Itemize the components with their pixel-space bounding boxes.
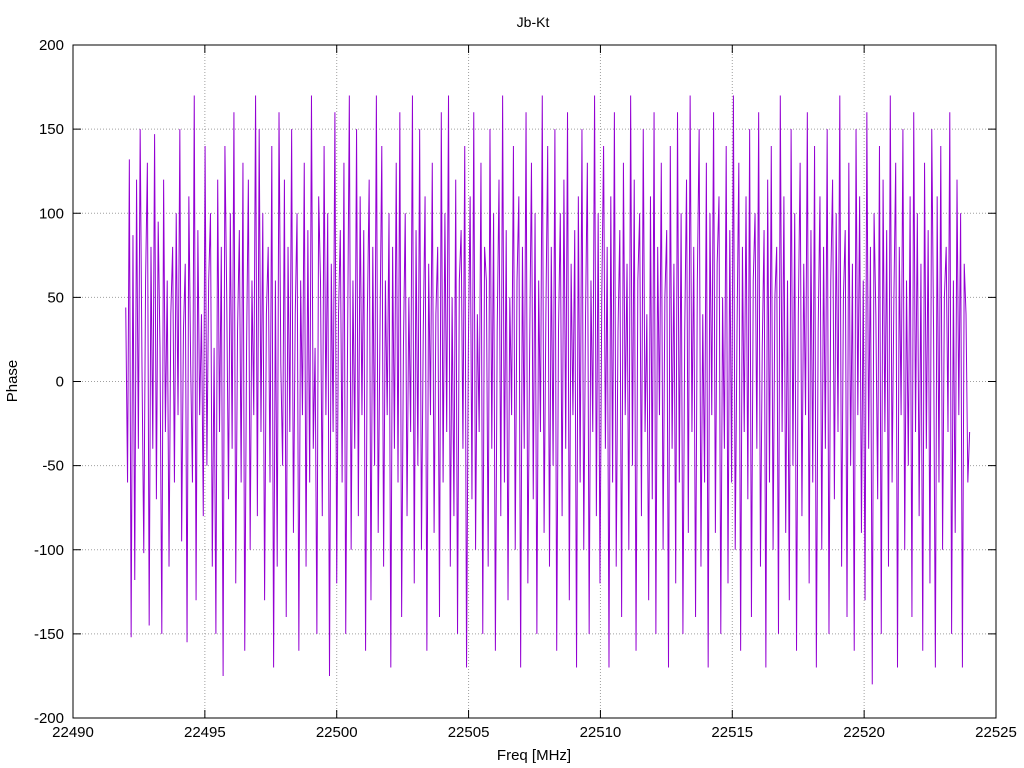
x-tick-label: 22515 (711, 724, 753, 741)
x-tick-label: 22525 (975, 724, 1017, 741)
chart-title: Jb-Kt (517, 14, 550, 30)
y-tick-label: 200 (39, 37, 64, 54)
y-tick-label: -150 (34, 626, 64, 643)
y-tick-labels: -200 -150 -100 -50 0 50 100 150 200 (34, 37, 64, 727)
y-tick-label: 50 (47, 289, 64, 306)
x-tick-label: 22520 (843, 724, 885, 741)
tick-marks (72, 44, 997, 719)
x-tick-label: 22505 (448, 724, 490, 741)
x-axis-title: Freq [MHz] (497, 747, 571, 764)
x-tick-label: 22490 (52, 724, 94, 741)
y-tick-label: 100 (39, 205, 64, 222)
y-tick-label: -200 (34, 710, 64, 727)
x-tick-label: 22510 (580, 724, 622, 741)
x-tick-labels: 22490 22495 22500 22505 22510 22515 22520 22525 (52, 724, 1017, 741)
phase-series-line (125, 95, 971, 685)
y-tick-label: -100 (34, 542, 64, 559)
y-tick-label: -50 (42, 458, 64, 475)
y-axis-title: Phase (4, 360, 21, 403)
x-tick-label: 22495 (184, 724, 226, 741)
y-tick-label: 150 (39, 121, 64, 138)
y-tick-label: 0 (56, 374, 64, 391)
series-layer (125, 95, 971, 685)
x-tick-label: 22500 (316, 724, 358, 741)
